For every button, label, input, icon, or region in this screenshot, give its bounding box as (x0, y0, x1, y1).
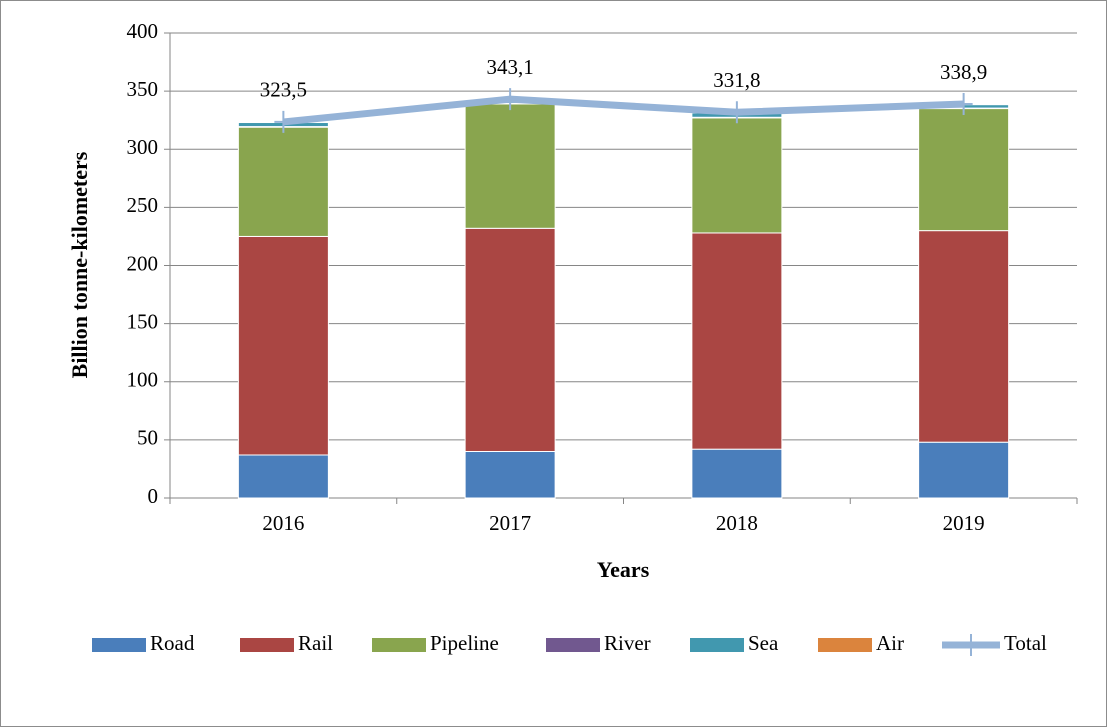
legend-label: Rail (298, 631, 333, 655)
total-line (283, 95, 964, 126)
legend-label: Pipeline (430, 631, 499, 655)
y-tick-label: 0 (148, 484, 159, 508)
bar-segment (464, 451, 556, 499)
y-tick-label: 100 (127, 368, 159, 392)
total-marker (501, 88, 520, 111)
y-tick-label: 250 (127, 193, 159, 217)
x-tick-label: 2018 (716, 511, 758, 535)
y-tick-label: 300 (127, 135, 159, 159)
legend-label: River (604, 631, 651, 655)
y-tick-label: 400 (127, 19, 159, 43)
total-marker (954, 93, 973, 116)
bar-segment (464, 103, 556, 229)
data-label: 323,5 (260, 78, 307, 102)
x-tick-label: 2019 (943, 511, 985, 535)
legend-label: Sea (748, 631, 779, 655)
legend-swatch (818, 638, 872, 652)
bar-segment (691, 448, 783, 499)
legend-marker (962, 634, 980, 656)
bar-segment (691, 232, 783, 450)
bar-segment (464, 227, 556, 452)
y-tick-label: 150 (127, 309, 159, 333)
x-axis-title: Years (597, 557, 650, 582)
bar-segment (237, 454, 329, 499)
x-tick-label: 2016 (262, 511, 304, 535)
total-marker (274, 110, 293, 133)
bar-segment (237, 235, 329, 456)
total-marker (727, 101, 746, 124)
x-tick-label: 2017 (489, 511, 531, 535)
data-label: 338,9 (940, 60, 987, 84)
y-tick-label: 50 (137, 426, 158, 450)
bar-segment (918, 441, 1010, 499)
bar-segment (918, 230, 1010, 443)
legend-label: Air (876, 631, 904, 655)
y-tick-label: 350 (127, 77, 159, 101)
y-axis-title: Billion tonne-kilometers (67, 151, 92, 378)
legend-swatch (372, 638, 426, 652)
bar-segment (691, 117, 783, 234)
data-label: 343,1 (487, 55, 534, 79)
legend-swatch (546, 638, 600, 652)
legend-swatch (240, 638, 294, 652)
legend-swatch (690, 638, 744, 652)
legend-swatch (92, 638, 146, 652)
bar-segment (237, 126, 329, 237)
legend-label: Road (150, 631, 195, 655)
y-tick-label: 200 (127, 251, 159, 275)
data-label: 331,8 (713, 68, 760, 92)
bar-segment (918, 108, 1010, 232)
legend-label: Total (1004, 631, 1047, 655)
